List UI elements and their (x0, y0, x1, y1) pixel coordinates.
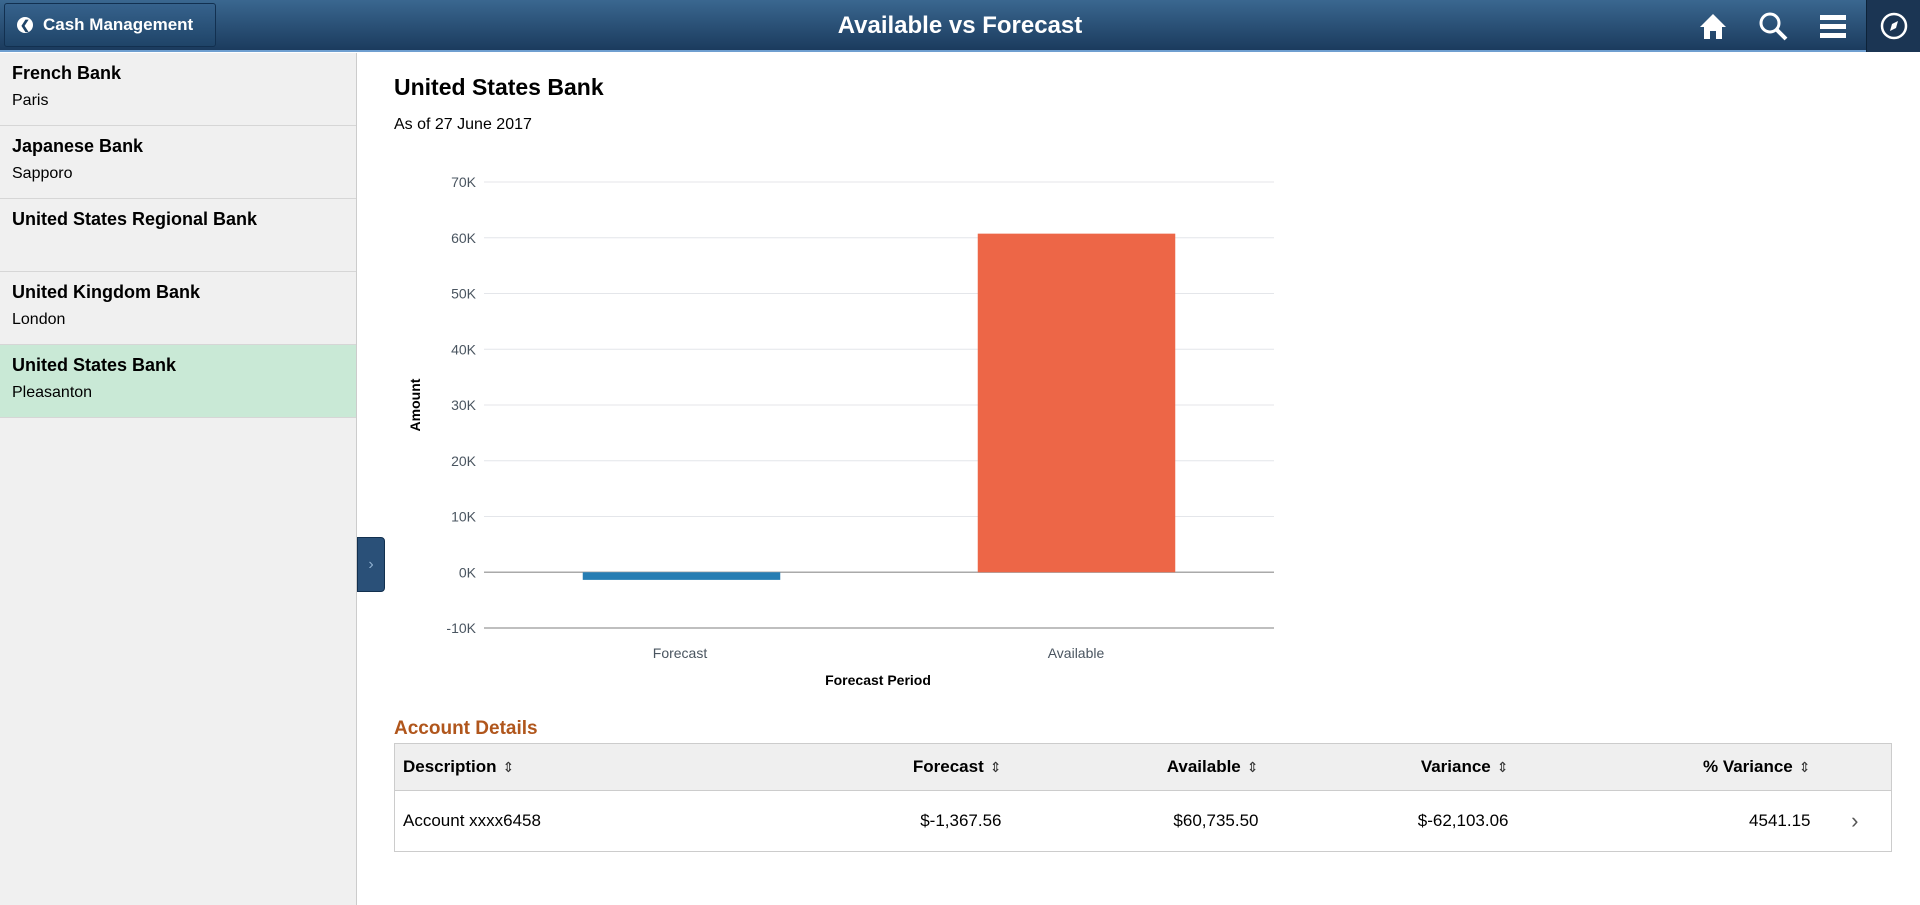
header-bar: ❮ Cash Management Available vs Forecast (0, 0, 1920, 52)
cell-forecast: $-1,367.56 (920, 811, 1002, 830)
x-axis-label: Forecast Period (825, 672, 931, 688)
search-icon[interactable] (1757, 10, 1789, 42)
bank-item-uk-bank[interactable]: United Kingdom Bank London (0, 272, 356, 345)
home-icon[interactable] (1697, 10, 1729, 42)
bank-city: Pleasanton (12, 384, 93, 401)
collapse-sidebar-tab[interactable]: › (357, 537, 385, 592)
bank-title: United States Bank (394, 74, 604, 100)
account-details-title: Account Details (394, 718, 538, 739)
column-description[interactable]: Description ⇕ (394, 743, 695, 791)
table-row[interactable]: Account xxxx6458 $-1,367.56 $60,735.50 $… (395, 791, 1892, 852)
column-forecast[interactable]: Forecast ⇕ (694, 743, 1010, 791)
bank-item-us-bank[interactable]: United States Bank Pleasanton (0, 345, 356, 418)
bank-item-us-regional-bank[interactable]: United States Regional Bank (0, 199, 356, 272)
y-tick-label: 40K (451, 341, 477, 357)
navbar-button[interactable] (1866, 0, 1920, 52)
y-tick-label: 0K (459, 564, 477, 580)
sort-icon: ⇕ (989, 759, 1002, 775)
cell-description: Account xxxx6458 (403, 811, 541, 830)
cell-pct-variance: 4541.15 (1749, 811, 1811, 830)
x-tick-label: Forecast (653, 645, 708, 661)
bank-name: Japanese Bank (12, 136, 144, 156)
bank-name: United States Regional Bank (12, 209, 258, 229)
x-tick-label: Available (1048, 645, 1105, 661)
page-title: Available vs Forecast (837, 12, 1083, 39)
menu-icon[interactable] (1817, 10, 1849, 42)
chevron-left-icon: ❮ (17, 17, 33, 33)
bank-name: United Kingdom Bank (12, 282, 200, 302)
bank-name: French Bank (12, 63, 122, 83)
bar-chart: -10K 0K 10K 20K 30K 40K 50K 60K 70K Forecast Ava… (407, 174, 1274, 688)
column-pct-variance[interactable]: % Variance ⇕ (1516, 743, 1819, 791)
y-tick-label: 10K (451, 509, 477, 525)
bar-forecast[interactable] (582, 572, 781, 580)
bank-item-french-bank[interactable]: French Bank Paris (0, 53, 356, 126)
bank-city: Paris (12, 92, 49, 109)
sort-icon: ⇕ (1246, 759, 1259, 775)
y-tick-label: 50K (451, 286, 477, 302)
as-of-date: As of 27 June 2017 (394, 116, 532, 133)
column-variance[interactable]: Variance ⇕ (1266, 743, 1517, 791)
chevron-right-icon[interactable]: › (1851, 808, 1859, 833)
y-tick-label: 30K (451, 397, 477, 413)
bank-city: Sapporo (12, 165, 73, 182)
navbar-compass-icon (1878, 10, 1910, 42)
account-details-table: Description ⇕ Forecast ⇕ Available ⇕ Varian… (394, 743, 1892, 852)
back-button[interactable]: ❮ Cash Management (4, 3, 216, 47)
sort-icon: ⇕ (1496, 759, 1509, 775)
back-label: Cash Management (43, 15, 194, 34)
chevron-right-icon: › (368, 555, 374, 573)
y-tick-label: 70K (451, 174, 477, 190)
sort-icon: ⇕ (502, 759, 515, 775)
bank-name: United States Bank (12, 355, 177, 375)
y-tick-label: -10K (446, 620, 476, 636)
bank-city: London (12, 311, 66, 328)
y-axis-label: Amount (407, 378, 423, 431)
bar-available[interactable] (977, 233, 1176, 573)
y-tick-label: 60K (451, 230, 477, 246)
bank-list-sidebar: French Bank Paris Japanese Bank Sapporo Un… (0, 53, 357, 905)
column-available[interactable]: Available ⇕ (1009, 743, 1267, 791)
y-tick-label: 20K (451, 453, 477, 469)
cell-variance: $-62,103.06 (1417, 811, 1509, 830)
sort-icon: ⇕ (1798, 759, 1811, 775)
bank-item-japanese-bank[interactable]: Japanese Bank Sapporo (0, 126, 356, 199)
table-header-row: Description ⇕ Forecast ⇕ Available ⇕ Varian… (394, 743, 1892, 791)
cell-available: $60,735.50 (1173, 811, 1259, 830)
